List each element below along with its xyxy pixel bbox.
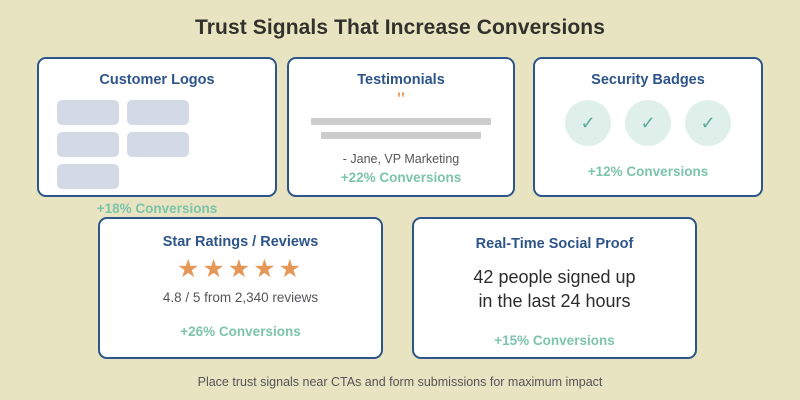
card-title-security-badges: Security Badges bbox=[591, 72, 705, 88]
social-proof-stat: 42 people signed up in the last 24 hours bbox=[414, 266, 695, 314]
card-testimonials: Testimonials " - Jane, VP Marketing +22%… bbox=[287, 57, 515, 197]
logo-placeholder bbox=[57, 164, 119, 189]
card-security-badges: Security Badges ✓ ✓ ✓ +12% Conversions bbox=[533, 57, 763, 197]
rating-summary-text: 4.8 / 5 from 2,340 reviews bbox=[162, 289, 319, 305]
conversion-lift-security-badges: +12% Conversions bbox=[587, 164, 709, 179]
card-title-customer-logos: Customer Logos bbox=[99, 72, 215, 88]
conversion-lift-social-proof: +15% Conversions bbox=[494, 332, 615, 348]
logo-placeholder bbox=[57, 132, 119, 157]
card-social-proof: Real-Time Social Proof 42 people signed … bbox=[412, 217, 697, 359]
star-icons: ★★★★★ bbox=[176, 255, 305, 283]
logo-placeholder-grid bbox=[57, 100, 257, 189]
conversion-lift-testimonials: +22% Conversions bbox=[340, 170, 462, 185]
card-star-ratings: Star Ratings / Reviews ★★★★★ 4.8 / 5 fro… bbox=[98, 217, 383, 359]
quote-icon: " bbox=[395, 89, 407, 110]
logo-placeholder bbox=[57, 100, 119, 125]
logo-placeholder bbox=[127, 100, 189, 125]
text-placeholder-line bbox=[321, 132, 481, 139]
security-badge-row: ✓ ✓ ✓ bbox=[535, 100, 761, 146]
conversion-lift-customer-logos: +18% Conversions bbox=[96, 201, 218, 216]
text-placeholder-line bbox=[311, 118, 491, 125]
social-proof-stat-line-1: 42 people signed up bbox=[473, 267, 636, 287]
check-icon: ✓ bbox=[625, 100, 671, 146]
footer-note: Place trust signals near CTAs and form s… bbox=[197, 375, 603, 389]
check-icon: ✓ bbox=[685, 100, 731, 146]
testimonial-attribution: - Jane, VP Marketing bbox=[342, 152, 460, 166]
card-title-social-proof: Real-Time Social Proof bbox=[475, 236, 634, 252]
social-proof-stat-line-2: in the last 24 hours bbox=[478, 290, 631, 311]
logo-placeholder bbox=[127, 132, 189, 157]
page-title: Trust Signals That Increase Conversions bbox=[194, 16, 606, 39]
conversion-lift-star-ratings: +26% Conversions bbox=[180, 323, 301, 339]
check-icon: ✓ bbox=[565, 100, 611, 146]
testimonial-text-placeholders bbox=[289, 118, 513, 139]
card-customer-logos: Customer Logos +18% Conversions bbox=[37, 57, 277, 216]
card-title-star-ratings: Star Ratings / Reviews bbox=[162, 234, 319, 250]
card-title-testimonials: Testimonials bbox=[357, 72, 445, 88]
